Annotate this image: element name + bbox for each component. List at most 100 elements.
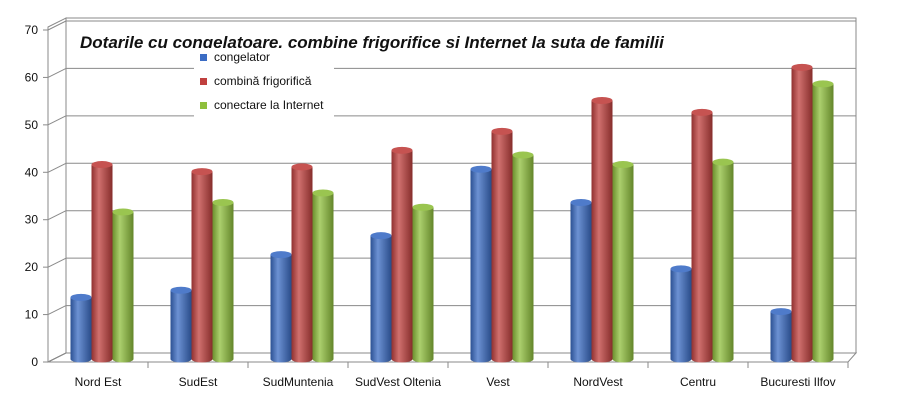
bar-top — [391, 146, 413, 154]
bar-body — [570, 202, 592, 363]
bar-top — [491, 127, 513, 135]
bar-combină-frigorifică-Vest — [491, 127, 513, 363]
legend-item: congelator — [200, 50, 270, 64]
bar-congelator-SudMuntenia — [270, 251, 292, 363]
bar-top — [291, 163, 313, 171]
bar-conectare-la-Internet-Vest — [512, 151, 534, 363]
legend-swatch — [200, 54, 207, 61]
bar-top — [470, 165, 492, 173]
x-tick-label: Centru — [680, 375, 716, 389]
bar-combină-frigorifică-SudMuntenia — [291, 163, 313, 363]
bar-top — [70, 293, 92, 301]
gridline-depth — [47, 115, 67, 126]
bar-top — [170, 286, 192, 294]
legend: congelator combină frigorifică conectare l… — [194, 48, 334, 118]
legend-item: combină frigorifică — [200, 74, 312, 88]
bar-body — [291, 166, 313, 363]
bar-congelator-SudVest-Oltenia — [370, 232, 392, 363]
y-tick-label: 50 — [25, 118, 39, 132]
y-tick-label: 0 — [31, 355, 38, 369]
bar-top — [612, 161, 634, 169]
bar-body — [712, 162, 734, 363]
gridline-depth — [47, 257, 67, 268]
x-tick-label: Nord Est — [75, 375, 122, 389]
floor — [47, 352, 858, 363]
gridline-depth — [47, 352, 67, 363]
gridline-depth — [47, 305, 67, 316]
bar-body — [512, 155, 534, 363]
legend-label: conectare la Internet — [214, 98, 324, 112]
bar-body — [312, 193, 334, 363]
bar-body — [591, 100, 613, 363]
y-tick-label: 60 — [25, 70, 39, 84]
bar-conectare-la-Internet-SudVest-Oltenia — [412, 203, 434, 363]
bar-body — [170, 290, 192, 363]
x-tick-label: SudVest Oltenia — [355, 375, 441, 389]
bar-combină-frigorifică-SudEst — [191, 168, 213, 363]
bar-congelator-NordVest — [570, 198, 592, 363]
bar-combină-frigorifică-NordVest — [591, 97, 613, 363]
bar-body — [770, 311, 792, 363]
legend-swatch — [200, 78, 207, 85]
legend-item: conectare la Internet — [200, 98, 324, 112]
y-tick-label: 40 — [25, 165, 39, 179]
bar-conectare-la-Internet-SudMuntenia — [312, 189, 334, 363]
bar-top — [670, 265, 692, 273]
gridline-depth — [47, 162, 67, 173]
bar-conectare-la-Internet-Centru — [712, 158, 734, 363]
chart-walls — [47, 17, 858, 363]
y-axis-ticks: 0 10 20 30 40 50 60 70 — [25, 23, 48, 369]
bar-combină-frigorifică-Nord-Est — [91, 161, 113, 363]
bar-top — [591, 97, 613, 105]
bar-top — [512, 151, 534, 159]
bar-congelator-Bucuresti-Ilfov — [770, 308, 792, 363]
x-tick-label: Bucuresti Ilfov — [760, 375, 835, 389]
bar-congelator-Vest — [470, 165, 492, 363]
legend-label: combină frigorifică — [214, 74, 312, 88]
bar-body — [91, 164, 113, 363]
bar-top — [270, 251, 292, 259]
bar-body — [470, 169, 492, 363]
x-tick-label: NordVest — [573, 375, 623, 389]
bar-top — [770, 308, 792, 316]
bar-top — [112, 208, 134, 216]
bar-top — [812, 80, 834, 88]
bar-top — [312, 189, 334, 197]
chart-title: Dotarile cu congelatoare, combine frigor… — [80, 33, 665, 52]
bar-top — [91, 161, 113, 169]
bar-top — [412, 203, 434, 211]
gridline-depth — [47, 20, 67, 31]
bar-body — [191, 171, 213, 363]
bars — [70, 63, 834, 363]
y-tick-label: 70 — [25, 23, 39, 37]
bar-body — [612, 164, 634, 363]
bar-congelator-SudEst — [170, 286, 192, 363]
gridline-depth — [47, 210, 67, 221]
bar-congelator-Nord-Est — [70, 293, 92, 363]
gridline-depth — [47, 67, 67, 78]
bar-body — [370, 235, 392, 363]
bar-body — [212, 202, 234, 363]
legend-swatch — [200, 102, 207, 109]
bar-top — [712, 158, 734, 166]
y-tick-label: 30 — [25, 213, 39, 227]
bar-body — [412, 207, 434, 363]
bar-top — [691, 108, 713, 116]
bar-body — [270, 254, 292, 363]
y-tick-label: 10 — [25, 308, 39, 322]
bar-conectare-la-Internet-Nord-Est — [112, 208, 134, 363]
bar-body — [70, 297, 92, 363]
y-tick-label: 20 — [25, 260, 39, 274]
bar-conectare-la-Internet-SudEst — [212, 198, 234, 363]
bar-combină-frigorifică-SudVest-Oltenia — [391, 146, 413, 363]
legend-background — [194, 48, 334, 118]
bar-top — [570, 198, 592, 206]
bar-top — [191, 168, 213, 176]
x-tick-label: Vest — [486, 375, 510, 389]
bar-combină-frigorifică-Centru — [691, 108, 713, 363]
bar-body — [791, 67, 813, 363]
bar-top — [791, 63, 813, 71]
legend-label: congelator — [214, 50, 270, 64]
